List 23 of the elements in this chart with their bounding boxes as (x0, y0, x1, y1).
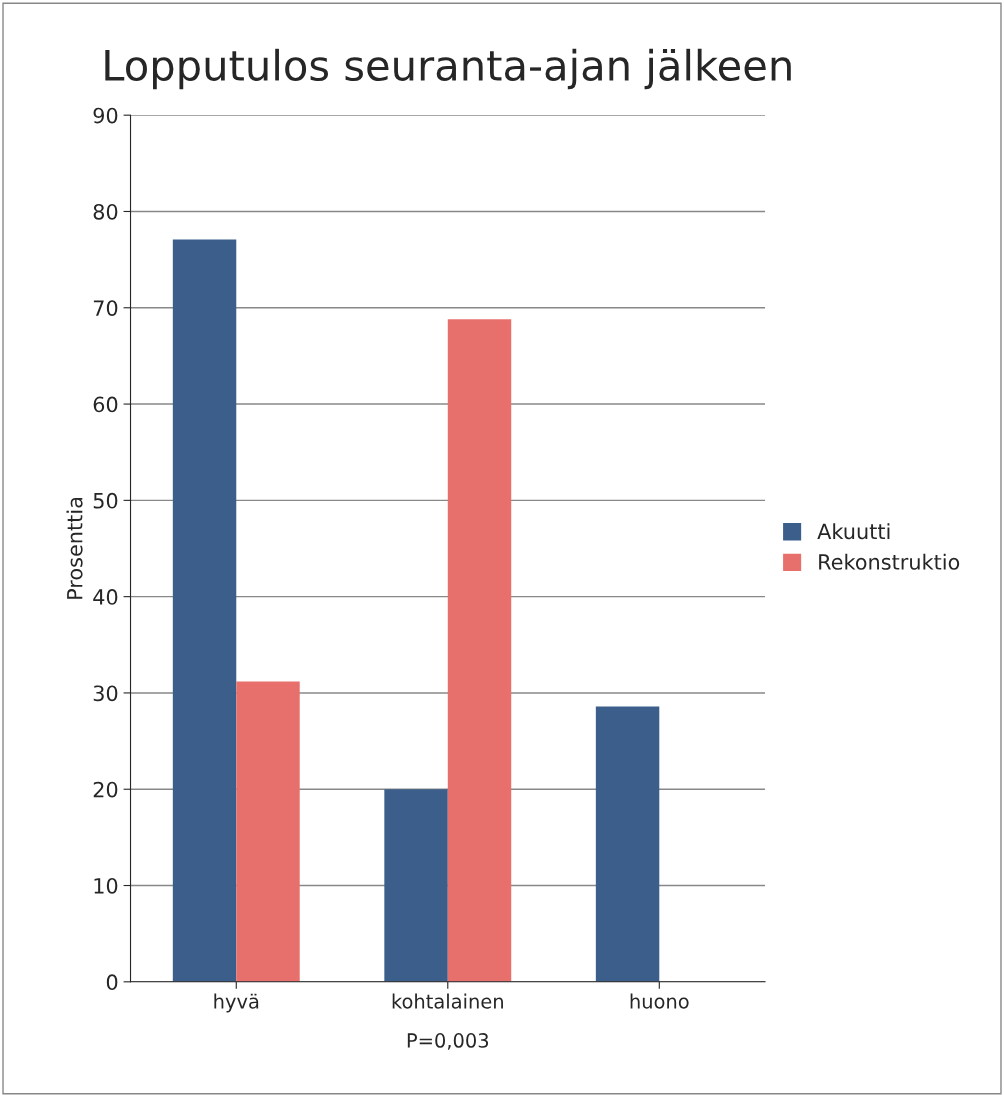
text: P=0,003 (407, 1033, 489, 1050)
y-tick-label: 50 (93, 492, 118, 509)
y-tick-label: 30 (93, 685, 118, 702)
bar (595, 706, 660, 982)
legend-label: Rekonstruktio (819, 553, 960, 570)
y-tick-label: 40 (93, 589, 118, 605)
bar (172, 239, 237, 982)
legend-label: Akuutti (817, 523, 890, 540)
chart-title: Lopputulos seuranta-ajan jälkeen (105, 48, 791, 90)
y-tick-label: 80 (93, 203, 118, 220)
y-tick-label: 20 (93, 781, 118, 798)
y-tick-label: 90 (93, 107, 118, 124)
y-tick-label: 10 (94, 877, 118, 894)
y-tick-label: 70 (93, 300, 118, 316)
y-tick-label: 60 (93, 396, 118, 413)
y-tick-label: 0 (106, 974, 118, 991)
x-tick-label: hyvä (214, 993, 259, 1013)
x-tick-label: kohtalainen (392, 993, 503, 1009)
y-axis-title: Prosenttia (66, 497, 83, 599)
bar (236, 681, 300, 982)
x-tick-label: huono (630, 993, 689, 1009)
bar (447, 319, 512, 982)
bar (384, 789, 448, 982)
